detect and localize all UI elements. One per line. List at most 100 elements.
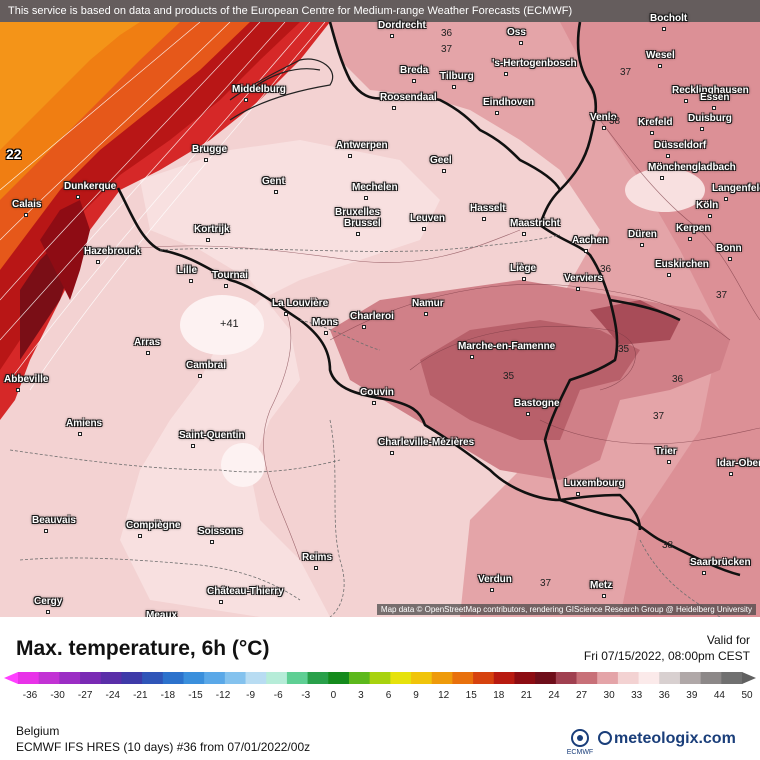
colorbar-segment bbox=[18, 672, 40, 684]
city-marker bbox=[702, 571, 706, 575]
colorbar-segment bbox=[514, 672, 536, 684]
city-label: Charleroi bbox=[350, 311, 394, 322]
city-marker bbox=[219, 600, 223, 604]
colorbar-tick-label: -6 bbox=[274, 690, 283, 701]
colorbar-tick-label: 24 bbox=[548, 690, 560, 701]
max-temp-label: 22 bbox=[6, 146, 22, 162]
colorbar-segment bbox=[473, 672, 495, 684]
city-marker bbox=[138, 534, 142, 538]
colorbar-segment bbox=[38, 672, 60, 684]
colorbar-tick-label: 9 bbox=[413, 690, 419, 701]
city-marker bbox=[189, 279, 193, 283]
colorbar-segment bbox=[493, 672, 515, 684]
colorbar-segment bbox=[638, 672, 660, 684]
city-marker bbox=[210, 540, 214, 544]
isotherm-label: 36 bbox=[600, 264, 612, 275]
city-label: Kerpen bbox=[676, 223, 711, 234]
colorbar-tick-label: -9 bbox=[246, 690, 255, 701]
city-marker bbox=[658, 64, 662, 68]
city-label: Saarbrücken bbox=[690, 557, 751, 568]
isotherm-label: 36 bbox=[672, 374, 684, 385]
city-marker bbox=[712, 106, 716, 110]
city-marker bbox=[700, 127, 704, 131]
meteologix-logo-icon bbox=[598, 731, 612, 745]
meteologix-brand[interactable]: meteologix.com bbox=[598, 730, 736, 748]
colorbar-min-arrow bbox=[4, 672, 18, 684]
city-marker bbox=[602, 594, 606, 598]
city-label: Marche-en-Famenne bbox=[458, 341, 556, 352]
temperature-colorbar: -36 -30 -27 -24 -21 -18 -15 -12 -9 -6 -3 0 3 6 9 12 15 18… bbox=[4, 672, 756, 701]
city-label: Meaux bbox=[146, 610, 178, 617]
city-label: Hasselt bbox=[470, 203, 506, 214]
colorbar-segment bbox=[307, 672, 329, 684]
colorbar-segment bbox=[721, 672, 743, 684]
city-label: Dordrecht bbox=[378, 20, 426, 31]
isotherm-label: 37 bbox=[540, 578, 552, 589]
city-label: Antwerpen bbox=[336, 140, 388, 151]
city-marker bbox=[584, 249, 588, 253]
city-label: Hazebrouck bbox=[84, 246, 141, 257]
temperature-map[interactable]: This service is based on data and produc… bbox=[0, 0, 760, 617]
city-marker bbox=[364, 196, 368, 200]
colorbar-tick-label: 30 bbox=[604, 690, 616, 701]
city-label: Saint-Quentin bbox=[179, 430, 245, 441]
colorbar-tick-label: 39 bbox=[686, 690, 698, 701]
colorbar-tick-label: -18 bbox=[161, 690, 176, 701]
city-marker bbox=[650, 131, 654, 135]
isotherm-label: 37 bbox=[620, 67, 632, 78]
city-label: Düsseldorf bbox=[654, 140, 707, 151]
city-label: Langenfeld bbox=[712, 183, 760, 194]
region-name: Belgium bbox=[16, 724, 60, 738]
colorbar-tick-label: -15 bbox=[188, 690, 203, 701]
city-label: Duisburg bbox=[688, 113, 732, 124]
colorbar-segment bbox=[142, 672, 164, 684]
map-canvas bbox=[0, 21, 760, 617]
city-label: Tournai bbox=[212, 270, 248, 281]
colorbar-tick-label: 12 bbox=[438, 690, 450, 701]
colorbar-segment bbox=[679, 672, 702, 684]
colorbar-tick-label: 6 bbox=[386, 690, 392, 701]
city-label: Venlo bbox=[590, 112, 617, 123]
valid-datetime: Fri 07/15/2022, 08:00pm CEST bbox=[583, 649, 750, 663]
city-marker bbox=[46, 610, 50, 614]
city-marker bbox=[442, 169, 446, 173]
city-marker bbox=[576, 492, 580, 496]
city-label: Compiègne bbox=[126, 520, 181, 531]
ecmwf-notice: This service is based on data and produc… bbox=[0, 0, 760, 22]
city-marker bbox=[96, 260, 100, 264]
city-label: Aachen bbox=[572, 235, 609, 246]
city-label: Namur bbox=[412, 298, 444, 309]
city-marker bbox=[522, 277, 526, 281]
city-label: Reims bbox=[302, 552, 333, 563]
city-marker bbox=[708, 214, 712, 218]
city-label: Maastricht bbox=[510, 218, 561, 229]
ecmwf-logo-text: ECMWF bbox=[567, 749, 593, 756]
city-marker bbox=[24, 213, 28, 217]
colorbar-segment bbox=[597, 672, 619, 684]
city-marker bbox=[314, 566, 318, 570]
city-label: Arras bbox=[134, 337, 161, 348]
city-label: Idar-Oberstein bbox=[717, 458, 760, 469]
city-marker bbox=[356, 232, 360, 236]
city-label: Amiens bbox=[66, 418, 103, 429]
city-label: Metz bbox=[590, 580, 613, 591]
model-run-info: ECMWF IFS HRES (10 days) #36 from 07/01/… bbox=[16, 740, 311, 754]
city-label: Beauvais bbox=[32, 515, 76, 526]
isotherm-label: 35 bbox=[618, 344, 630, 355]
city-label: Verviers bbox=[564, 273, 603, 284]
city-marker bbox=[452, 85, 456, 89]
colorbar-tick-label: 36 bbox=[659, 690, 671, 701]
city-label: Kortrijk bbox=[194, 224, 230, 235]
city-marker bbox=[284, 312, 288, 316]
city-label: Köln bbox=[696, 200, 719, 211]
city-marker bbox=[424, 312, 428, 316]
city-marker bbox=[206, 238, 210, 242]
colorbar-tick-label: -27 bbox=[78, 690, 93, 701]
colorbar-segment bbox=[431, 672, 453, 684]
city-label: Euskirchen bbox=[655, 259, 709, 270]
city-marker bbox=[667, 460, 671, 464]
city-marker bbox=[576, 287, 580, 291]
city-marker bbox=[666, 154, 670, 158]
colorbar-segment bbox=[659, 672, 681, 684]
min-temp-label: +41 bbox=[220, 318, 239, 330]
